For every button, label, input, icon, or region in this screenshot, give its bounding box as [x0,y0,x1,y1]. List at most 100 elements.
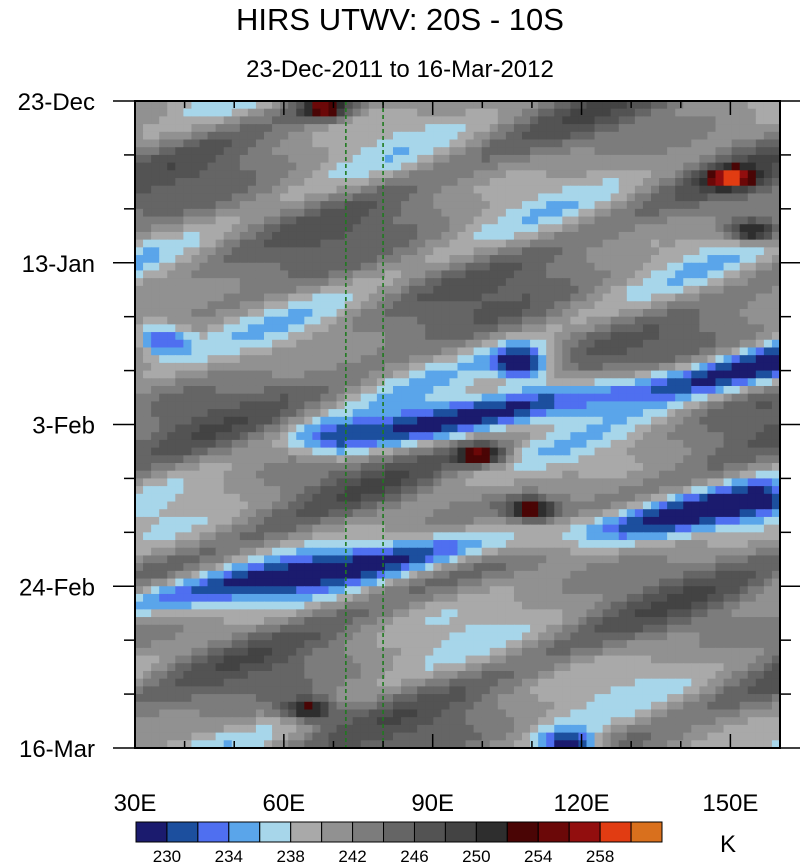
heatmap-cell [667,401,676,410]
heatmap-cell [207,324,217,333]
heatmap-cell [489,332,499,341]
heatmap-cell [522,563,531,572]
heatmap-cell [586,170,596,179]
heatmap-cell [538,162,547,171]
heatmap-cell [554,139,563,148]
heatmap-cell [167,370,176,379]
heatmap-cell [336,347,346,356]
heatmap-cell [296,563,305,572]
heatmap-cell [393,162,402,171]
heatmap-cell [651,532,660,541]
heatmap-cell [771,224,780,233]
heatmap-cell [280,332,289,341]
heatmap-cell [239,370,249,379]
heatmap-cell [280,424,289,433]
heatmap-cell [763,154,773,164]
heatmap-cell [731,216,741,225]
heatmap-cell [441,285,451,295]
heatmap-cell [239,247,249,256]
heatmap-cell [715,547,725,557]
heatmap-cell [393,555,402,564]
heatmap-cell [642,316,652,325]
heatmap-cell [401,524,410,533]
heatmap-cell [755,486,765,495]
heatmap-cell [739,185,749,195]
heatmap-cell [659,231,668,241]
heatmap-cell [151,516,160,526]
heatmap-cell [562,239,571,248]
heatmap-cell [199,555,209,564]
heatmap-cell [651,101,660,110]
heatmap-cell [699,570,709,580]
heatmap-cell [425,547,434,557]
heatmap-cell [530,486,539,495]
heatmap-cell [642,193,652,202]
heatmap-cell [562,332,571,341]
heatmap-cell [626,486,636,495]
heatmap-cell [651,478,660,487]
heatmap-cell [417,501,426,510]
heatmap-cell [546,355,555,364]
heatmap-cell [602,316,612,325]
heatmap-cell [223,293,233,302]
heatmap-cell [731,224,741,233]
heatmap-cell [247,178,257,187]
heatmap-cell [739,378,749,387]
heatmap-cell [417,385,426,395]
heatmap-cell [376,178,386,187]
heatmap-cell [586,293,596,302]
heatmap-cell [747,478,757,487]
heatmap-cell [747,432,757,441]
heatmap-cell [151,270,160,279]
heatmap-cell [223,432,233,441]
heatmap-cell [417,216,426,225]
heatmap-cell [401,139,410,148]
heatmap-cell [691,385,700,395]
heatmap-cell [538,293,547,302]
heatmap-cell [207,385,217,395]
heatmap-cell [659,532,668,541]
heatmap-cell [239,124,249,133]
heatmap-cell [344,231,354,241]
heatmap-cell [489,139,499,148]
heatmap-cell [344,516,354,526]
heatmap-cell [739,362,749,372]
heatmap-cell [183,501,193,510]
heatmap-cell [344,509,354,518]
heatmap-cell [570,470,580,480]
heatmap-cell [409,378,418,387]
heatmap-cell [763,516,773,526]
heatmap-cell [159,285,168,295]
heatmap-cell [505,563,515,572]
heatmap-cell [135,162,144,171]
heatmap-cell [755,270,765,279]
heatmap-cell [546,478,555,487]
heatmap-cell [513,547,523,557]
heatmap-cell [441,124,451,133]
heatmap-cell [489,524,499,533]
heatmap-cell [425,147,434,156]
heatmap-cell [352,532,362,541]
heatmap-cell [481,193,491,202]
heatmap-cell [320,131,330,141]
heatmap-cell [530,270,539,279]
heatmap-cell [143,308,152,318]
heatmap-cell [594,401,604,410]
heatmap-cell [473,378,483,387]
heatmap-cell [715,385,725,395]
heatmap-cell [143,532,152,541]
heatmap-cell [554,131,563,141]
heatmap-cell [352,262,362,272]
heatmap-cell [659,170,668,179]
heatmap-cell [336,409,346,418]
heatmap-cell [522,224,531,233]
heatmap-cell [707,185,717,195]
heatmap-cell [167,239,176,248]
heatmap-cell [570,339,580,349]
heatmap-cell [215,285,225,295]
heatmap-cell [747,409,757,418]
heatmap-cell [215,486,225,495]
heatmap-cell [594,124,604,133]
heatmap-cell [626,439,636,449]
heatmap-cell [747,139,757,148]
